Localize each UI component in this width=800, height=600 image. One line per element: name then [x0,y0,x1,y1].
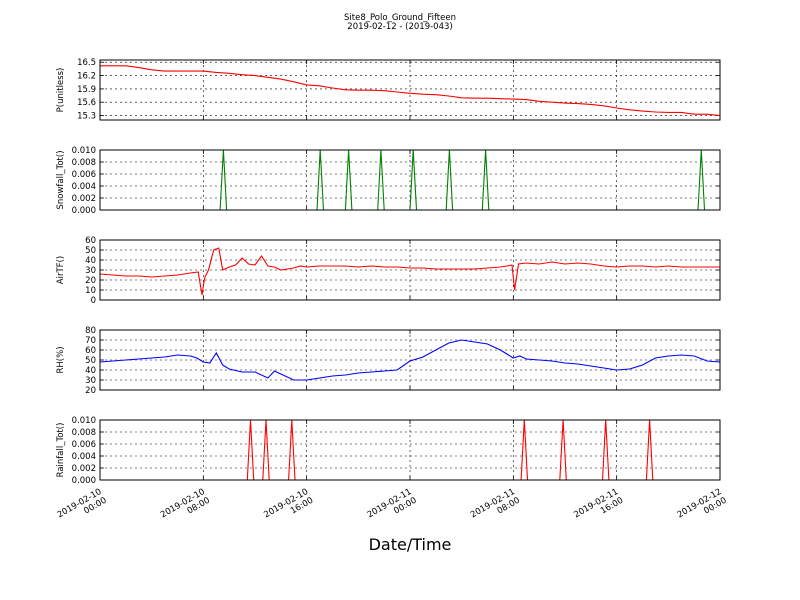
y-tick-label: 50 [85,246,96,256]
chart-title: Site8_Polo_Ground_Fifteen [344,13,456,23]
x-tick-label: 2019-02-1000:00 [56,487,109,529]
y-tick-label: 0.000 [72,476,96,486]
axes-frame [99,419,721,481]
series-line [100,339,720,381]
y-tick-label: 0.006 [72,170,96,180]
y-tick-label: 0.004 [72,182,96,192]
y-tick-label: 0 [91,296,96,306]
y-tick-label: 50 [85,356,96,366]
y-tick-label: 16.2 [77,72,96,82]
y-tick-label: 60 [85,236,96,246]
panels: 15.315.615.916.216.5P(unitless)0.0000.00… [56,58,721,486]
y-tick-label: 15.6 [77,98,96,108]
y-tick-label: 80 [85,326,96,336]
y-tick-label: 30 [85,266,96,276]
panel-5: 0.000 0.002 0.004 0.006 0.008 0.010 Rainfall_T… [56,416,721,486]
y-tick-label: 0.008 [72,428,96,438]
y-axis-label: RH(%) [56,346,66,373]
y-axis-label: Snowfall_Tot() [56,150,66,209]
y-tick-label: 70 [85,336,96,346]
y-tick-label: 16.5 [77,58,96,68]
y-tick-label: 0.004 [72,452,96,462]
x-tick-label: 2019-02-1008:00 [159,487,212,529]
x-axis-ticks: 2019-02-1000:00 2019-02-1008:00 2019-02-10… [56,487,729,529]
y-tick-label: 30 [85,376,96,386]
y-tick-label: 40 [85,366,96,376]
series-line [100,247,720,296]
y-tick-label: 20 [85,386,96,396]
panel-2: 0.000 0.002 0.004 0.006 0.008 0.010 Snowfall_T… [56,146,721,216]
y-axis-label: P(unitless) [56,68,66,113]
y-tick-label: 0.002 [72,194,96,204]
series-line [100,150,720,210]
y-tick-label: 60 [85,346,96,356]
y-axis-label: AirTF() [56,256,66,284]
y-tick-label: 15.9 [77,85,96,95]
x-tick-label: 2019-02-1116:00 [572,487,625,529]
axes-frame [99,149,721,211]
y-tick-label: 0.010 [72,416,96,426]
x-tick-label: 2019-02-1100:00 [366,487,419,529]
y-tick-label: 0.010 [72,146,96,156]
axes-frame [99,329,721,391]
y-tick-label: 0.008 [72,158,96,168]
y-tick-label: 0.006 [72,440,96,450]
x-axis-label: Date/Time [369,535,452,554]
x-tick-label: 2019-02-1108:00 [469,487,522,529]
y-tick-label: 40 [85,256,96,266]
panel-1: 15.3 15.6 15.9 16.2 16.5 P(unitless) [56,58,721,122]
axes-frame [99,59,721,121]
x-tick-label: 2019-02-1016:00 [262,487,315,529]
x-tick-label: 2019-02-1200:00 [676,487,729,529]
y-axis-label: Rainfall_Tot() [56,423,66,478]
chart-subtitle: 2019-02-12 - (2019-043) [347,22,452,32]
y-tick-label: 20 [85,276,96,286]
y-tick-label: 0.000 [72,206,96,216]
series-line [100,65,720,117]
axes-frame [99,239,721,301]
y-tick-label: 0.002 [72,464,96,474]
y-tick-label: 10 [85,286,96,296]
y-tick-label: 15.3 [77,112,96,122]
